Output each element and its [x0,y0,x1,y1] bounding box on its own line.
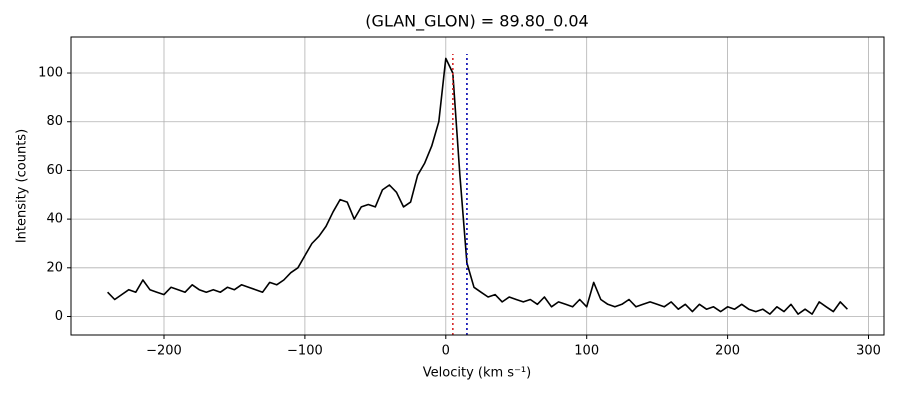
x-tick-label: 200 [715,344,740,359]
y-tick-label: 20 [46,260,63,275]
x-tick-label: −200 [146,344,182,359]
x-tick-label: 100 [574,344,599,359]
y-tick-label: 40 [46,212,63,227]
x-tick-label: 300 [856,344,881,359]
y-tick-label: 60 [46,163,63,178]
chart-title: (GLAN_GLON) = 89.80_0.04 [365,12,588,32]
x-axis-label: Velocity (km s⁻¹) [423,366,531,381]
y-tick-label: 0 [55,309,63,324]
y-tick-label: 100 [38,66,63,81]
y-axis-label: Intensity (counts) [15,129,30,243]
data-line [107,57,848,315]
plot-frame [70,36,885,336]
x-tick-label: −100 [287,344,323,359]
y-tick-label: 80 [46,114,63,129]
x-tick-label: 0 [442,344,450,359]
